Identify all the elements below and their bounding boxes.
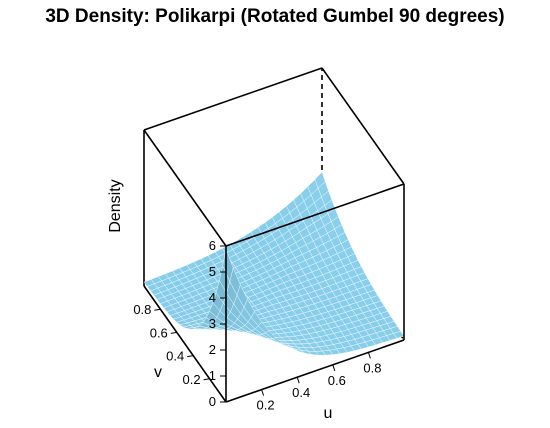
u-tick-label: 0.8 bbox=[363, 360, 381, 375]
x-axis-label: u bbox=[324, 405, 333, 422]
v-tick-mark bbox=[203, 378, 210, 381]
v-tick-mark bbox=[154, 308, 161, 311]
z-tick-label: 0 bbox=[209, 394, 216, 409]
v-tick-label: 0.6 bbox=[150, 325, 168, 340]
box-edge-top-front bbox=[225, 183, 405, 247]
z-tick-label: 3 bbox=[209, 316, 216, 331]
z-tick-label: 4 bbox=[209, 290, 216, 305]
v-tick-label: 0.8 bbox=[133, 302, 151, 317]
box-edge-top-left bbox=[143, 129, 227, 247]
u-tick-label: 0.2 bbox=[257, 398, 275, 413]
v-tick-label: 0.2 bbox=[183, 372, 201, 387]
z-tick-label: 5 bbox=[209, 264, 216, 279]
u-tick-mark bbox=[367, 352, 371, 359]
z-tick-label: 1 bbox=[209, 368, 216, 383]
box-edge-top-right bbox=[321, 67, 405, 185]
axis-ticks: 0 1 2 3 4 5 6 0.2 0.4 0.6 0.8 0.2 0.4 0.6 0.8 bbox=[133, 238, 381, 413]
u-tick-mark bbox=[261, 389, 265, 396]
box-edge-floor-front bbox=[225, 339, 405, 403]
box-edge-top-back bbox=[143, 67, 323, 131]
u-tick-label: 0.6 bbox=[328, 373, 346, 388]
y-axis-label: v bbox=[154, 364, 162, 381]
u-tick-label: 0.4 bbox=[292, 385, 310, 400]
box-edge-floor-left bbox=[143, 285, 227, 403]
v-tick-mark bbox=[187, 355, 194, 358]
u-tick-mark bbox=[296, 377, 300, 384]
density-surface bbox=[143, 171, 405, 356]
z-tick-label: 2 bbox=[209, 342, 216, 357]
u-tick-mark bbox=[332, 364, 336, 371]
z-tick-label: 6 bbox=[209, 238, 216, 253]
chart-title: 3D Density: Polikarpi (Rotated Gumbel 90… bbox=[45, 6, 505, 27]
v-tick-label: 0.4 bbox=[166, 349, 184, 364]
z-axis-label: Density bbox=[107, 179, 124, 232]
v-tick-mark bbox=[170, 331, 177, 334]
